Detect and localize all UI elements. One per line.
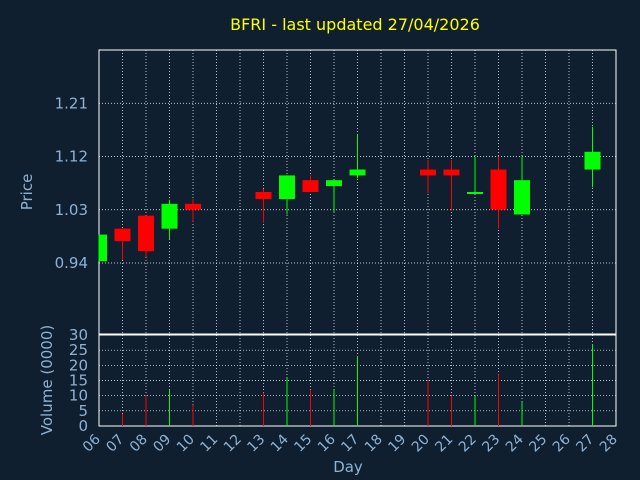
x-axis-label: Day [333,458,363,476]
price-tick-label: 1.12 [55,148,88,166]
candle-body [467,192,483,194]
volume-tick-label: 15 [69,372,88,390]
volume-tick-label: 0 [78,417,88,435]
candle-body [99,234,107,262]
price-tick-label: 1.03 [55,201,88,219]
candle-body [514,180,530,215]
candle-body [255,192,272,200]
price-axis-label: Price [18,174,36,211]
candle-body [302,180,319,192]
candle-body [326,180,342,187]
candle-body [185,203,201,210]
volume-tick-label: 30 [69,326,88,344]
candle-body [349,169,366,176]
price-tick-label: 1.21 [55,94,88,112]
volume-tick-label: 20 [69,356,88,374]
candle-body [420,169,436,176]
price-tick-label: 0.94 [55,254,88,272]
chart-title: BFRI - last updated 27/04/2026 [230,15,480,34]
candle-body [584,151,601,170]
volume-tick-label: 10 [69,387,88,405]
price-panel: 0.94 1.03 1.12 1.21 [55,49,617,335]
candle-body [138,215,154,252]
volume-tick-label: 5 [78,402,88,420]
candle-body [161,203,178,229]
volume-tick-label: 25 [69,341,88,359]
candle-body [490,169,507,210]
candle-body [114,228,131,242]
volume-axis-label: Volume (0000) [38,325,56,435]
candle-body [279,175,295,200]
candle-body [443,169,460,176]
